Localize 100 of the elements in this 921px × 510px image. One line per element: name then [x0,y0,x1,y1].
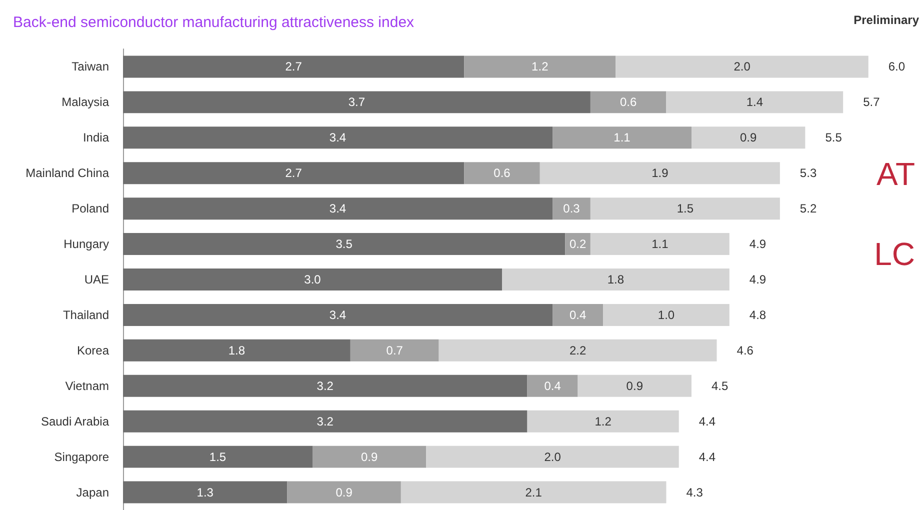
data-label: 3.2 [316,378,334,393]
bar [590,198,780,220]
data-label: 1.2 [532,60,549,74]
bar [287,481,401,504]
bar [464,162,540,184]
total-label: 4.3 [686,485,704,500]
data-label: 3.2 [316,414,334,428]
bar [565,233,590,256]
data-label: 2.2 [569,343,586,358]
bar [540,162,780,184]
data-label: 2.7 [285,60,302,74]
chart-title: Back-end semiconductor manufacturing attractiveness index [13,14,415,31]
text: LC [874,236,915,272]
y-tick-label: Saudi Arabia [40,414,110,428]
y-tick-label: Taiwan [72,60,109,74]
bar [400,481,666,504]
data-label: 0.2 [569,237,586,252]
y-tick-label: UAE [84,272,109,286]
data-label: 0.6 [494,166,511,180]
data-label: 3.0 [304,272,322,286]
bar [552,304,604,326]
bar [123,446,312,468]
data-label: 1.4 [746,95,764,110]
bar [350,339,439,362]
bar [590,233,730,256]
data-label: 2.0 [544,450,562,464]
bar [123,304,553,326]
total-label: 5.3 [800,166,817,180]
y-tick-label: Hungary [64,237,109,252]
bar [123,198,553,220]
data-label: 1.2 [594,414,612,428]
total-label: 4.4 [698,450,716,464]
data-label: 0.9 [626,378,644,393]
bar [426,446,679,468]
data-label: 0.4 [544,378,562,393]
y-tick-label: Thailand [62,308,109,322]
y-tick-label: Mainland China [26,166,110,180]
total-label: 4.4 [698,414,716,428]
data-label: 2.1 [525,485,542,500]
data-label: 1.1 [614,130,631,145]
bar [603,304,730,326]
bar [312,446,426,468]
y-tick-label: India [82,130,110,145]
total-label: 5.7 [863,95,880,110]
y-tick-label: Korea [76,343,110,358]
data-label: 1.3 [196,485,214,500]
bar [123,126,553,149]
data-label: 0.9 [361,450,378,464]
y-tick-label: Singapore [54,450,110,464]
total-label: 4.6 [736,343,754,358]
data-label: 0.9 [740,130,758,145]
bar [502,268,730,290]
bar [123,162,464,184]
bar [123,410,528,432]
data-label: 2.0 [734,60,751,74]
y-tick-label: Vietnam [65,378,109,393]
data-label: 1.0 [658,308,675,322]
data-label: 0.4 [569,308,586,322]
bar [464,56,616,78]
bar [123,233,566,256]
total-label: 5.2 [800,202,817,216]
bar [123,56,464,78]
y-tick-label: Poland [72,202,109,216]
data-label: 0.9 [336,485,353,500]
bar [123,339,350,362]
data-label: 1.5 [209,450,226,464]
data-label: 3.4 [329,130,346,145]
total-label: 6.0 [888,60,906,74]
data-label: 0.7 [386,343,404,358]
bar [616,56,868,78]
data-label: 1.5 [676,202,694,216]
data-label: 1.9 [652,166,669,180]
bar [527,374,578,397]
data-label: 1.1 [652,237,669,252]
y-tick-label: Malaysia [62,95,110,110]
data-label: 3.7 [348,95,366,110]
y-tick-label: Japan [76,485,109,500]
total-label: 4.9 [749,272,766,286]
bar [123,481,288,504]
bar [123,268,502,290]
bar [552,126,692,149]
data-label: 3.5 [336,237,353,252]
bar [578,374,692,397]
text: AT [876,156,915,192]
text: Preliminary [854,13,920,27]
bar [666,91,844,114]
total-label: 4.8 [749,308,766,322]
bar [527,410,679,432]
data-label: 0.3 [563,202,580,216]
bar [692,126,806,149]
data-label: 3.4 [329,202,346,216]
bar [438,339,717,362]
data-label: 0.6 [620,95,637,110]
data-label: 1.8 [607,272,624,286]
bar [123,374,528,397]
data-label: 3.4 [329,308,346,322]
data-label: 2.7 [285,166,302,180]
total-label: 4.9 [749,237,766,252]
bar [552,198,590,220]
total-label: 4.5 [712,378,729,393]
